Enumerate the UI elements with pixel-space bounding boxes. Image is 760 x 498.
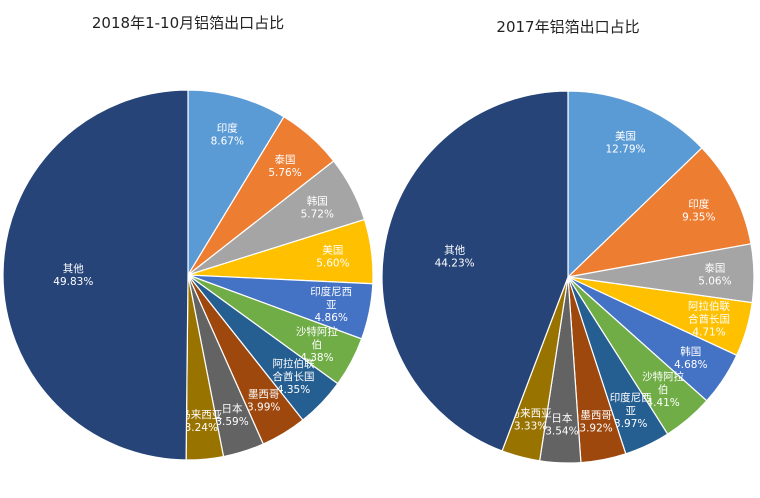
slice-name-label: 日本 <box>222 402 243 415</box>
slice-value-label: 5.06% <box>698 276 731 288</box>
slice-label-0-3: 美国 5.60% <box>316 244 349 270</box>
slice-label-1-6: 印度尼西亚 3.97% <box>610 391 652 430</box>
slice-value-label: 3.24% <box>185 422 218 434</box>
slice-name-label: 日本 <box>551 411 572 424</box>
pie-slice-0-0 <box>187 89 285 278</box>
slice-name-label: 合酋长国 <box>688 313 730 326</box>
slice-value-label: 4.68% <box>674 359 707 371</box>
slice-value-label: 5.72% <box>301 209 334 221</box>
slice-name-label: 合酋长国 <box>273 370 315 383</box>
slice-label-0-2: 韩国 5.72% <box>301 195 334 221</box>
slice-label-0-8: 日本 3.59% <box>215 402 248 428</box>
slice-label-0-6: 阿拉伯联合酋长国 4.35% <box>273 357 315 396</box>
slice-value-label: 3.99% <box>247 402 280 414</box>
slice-name-label: 阿拉伯联 <box>688 300 730 313</box>
slice-value-label: 5.60% <box>316 258 349 270</box>
slice-name-label: 阿拉伯联 <box>273 357 315 370</box>
chart-title-2017: 2017年铝箔出口占比 <box>496 18 639 36</box>
slice-label-1-7: 墨西哥 3.92% <box>579 410 612 435</box>
slice-name-label: 美国 <box>615 129 636 142</box>
slice-name-label: 其他 <box>63 262 84 275</box>
slice-label-1-1: 印度 9.35% <box>682 198 715 224</box>
slice-name-label: 印度 <box>688 198 709 211</box>
slice-name-label: 其他 <box>444 244 465 257</box>
slice-value-label: 44.23% <box>435 258 475 270</box>
slice-name-label: 伯 <box>312 338 323 351</box>
slice-value-label: 4.71% <box>692 327 725 339</box>
slice-name-label: 伯 <box>658 383 669 396</box>
slice-label-0-4: 印度尼西亚 4.86% <box>310 285 352 324</box>
pie-slice-1-1 <box>566 147 752 278</box>
slice-name-label: 沙特阿拉 <box>296 325 338 338</box>
slice-value-label: 3.97% <box>614 418 647 430</box>
slice-name-label: 沙特阿拉 <box>642 370 684 383</box>
slice-label-0-7: 墨西哥 3.99% <box>247 389 280 414</box>
slice-label-1-9: 马来西亚 3.33% <box>510 408 552 433</box>
slice-name-label: 印度尼西 <box>310 285 352 298</box>
slice-name-label: 印度 <box>217 122 238 135</box>
slice-value-label: 12.79% <box>605 143 645 155</box>
slice-label-1-2: 泰国 5.06% <box>698 262 731 288</box>
slice-value-label: 4.41% <box>646 397 679 409</box>
slice-name-label: 韩国 <box>307 195 328 208</box>
slice-name-label: 墨西哥 <box>580 410 612 422</box>
slice-value-label: 9.35% <box>682 212 715 224</box>
slice-label-0-5: 沙特阿拉伯 4.38% <box>296 325 338 364</box>
slice-label-1-8: 日本 3.54% <box>545 411 578 437</box>
pie-chart-2017: 美国 12.79% 印度 9.35% 泰国 5.06% 阿拉伯联合酋长国 4.71% 韩国 4.6… <box>381 90 755 464</box>
pie-slice-1-10 <box>381 90 569 452</box>
slice-label-0-0: 印度 8.67% <box>211 122 244 148</box>
slice-label-1-4: 韩国 4.68% <box>674 345 707 371</box>
slice-name-label: 亚 <box>326 299 337 311</box>
pie-slice-1-0 <box>567 90 703 279</box>
slice-name-label: 马来西亚 <box>510 408 552 420</box>
slice-label-0-1: 泰国 5.76% <box>268 153 301 179</box>
slice-label-0-9: 马来西亚 3.24% <box>180 409 222 434</box>
slice-name-label: 印度尼西 <box>610 391 652 404</box>
slice-value-label: 3.54% <box>545 425 578 437</box>
slice-value-label: 4.38% <box>300 352 333 364</box>
slice-value-label: 5.76% <box>268 167 301 179</box>
slice-label-0-10: 其他 49.83% <box>53 262 93 288</box>
slice-name-label: 泰国 <box>275 153 296 166</box>
slice-value-label: 4.35% <box>277 384 310 396</box>
slice-name-label: 马来西亚 <box>180 409 222 421</box>
slice-label-1-0: 美国 12.79% <box>605 129 645 155</box>
slice-value-label: 4.86% <box>315 312 348 324</box>
chart-title-2018: 2018年1-10月铝箔出口占比 <box>92 14 284 32</box>
pie-slice-0-10 <box>2 89 189 461</box>
pie-chart-2018: 印度 8.67%泰国 5.76%韩国 5.72%美国 5.60%印度尼西亚 4.86%沙特… <box>2 89 374 461</box>
slice-value-label: 3.59% <box>215 416 248 428</box>
slice-name-label: 墨西哥 <box>248 389 280 401</box>
slice-label-1-3: 阿拉伯联合酋长国 4.71% <box>688 300 730 339</box>
slice-name-label: 亚 <box>625 405 636 417</box>
slice-value-label: 8.67% <box>211 136 244 148</box>
slice-value-label: 3.33% <box>514 421 547 433</box>
slice-value-label: 3.92% <box>579 423 612 435</box>
slice-value-label: 49.83% <box>53 276 93 288</box>
slice-name-label: 泰国 <box>704 262 725 275</box>
slice-label-1-10: 其他 44.23% <box>435 244 475 270</box>
slice-label-1-5: 沙特阿拉伯 4.41% <box>642 370 684 409</box>
slice-name-label: 美国 <box>322 244 343 257</box>
slice-name-label: 韩国 <box>680 345 701 358</box>
